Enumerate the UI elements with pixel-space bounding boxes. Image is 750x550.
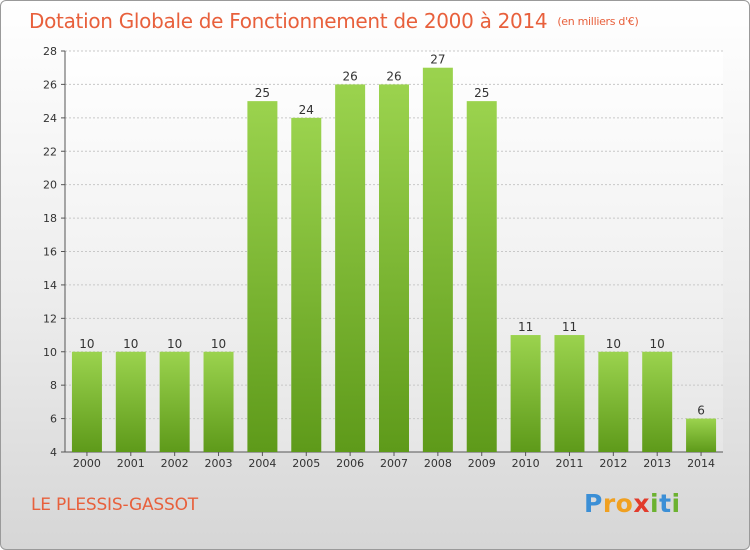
x-tick-label: 2008 xyxy=(424,457,452,470)
bar xyxy=(686,418,717,452)
chart-title-text: Dotation Globale de Fonctionnement de 20… xyxy=(29,9,548,33)
bar-value-label: 26 xyxy=(386,69,401,83)
bar-value-label: 25 xyxy=(255,86,270,100)
bar-value-label: 10 xyxy=(123,337,138,351)
x-tick-label: 2011 xyxy=(555,457,583,470)
bar xyxy=(466,101,497,452)
bar xyxy=(203,351,234,452)
y-tick-label: 28 xyxy=(43,45,57,58)
x-tick-label: 2010 xyxy=(512,457,540,470)
y-tick-label: 14 xyxy=(43,279,57,292)
bar-value-label: 10 xyxy=(167,337,182,351)
bar xyxy=(335,84,366,453)
x-tick-label: 2003 xyxy=(205,457,233,470)
x-tick-label: 2007 xyxy=(380,457,408,470)
y-tick-label: 6 xyxy=(50,413,57,426)
bar-value-label: 25 xyxy=(474,86,489,100)
bar xyxy=(159,351,190,452)
y-tick-label: 4 xyxy=(50,446,57,459)
commune-name: LE PLESSIS-GASSOT xyxy=(31,495,198,515)
x-tick-label: 2005 xyxy=(292,457,320,470)
proxiti-logo: Proxiti xyxy=(584,489,681,518)
x-tick-label: 2006 xyxy=(336,457,364,470)
x-tick-label: 2009 xyxy=(468,457,496,470)
y-tick-label: 8 xyxy=(50,379,57,392)
x-tick-label: 2002 xyxy=(161,457,189,470)
bar-value-label: 24 xyxy=(299,103,314,117)
x-tick-label: 2013 xyxy=(643,457,671,470)
bar xyxy=(379,84,409,453)
bar xyxy=(642,351,673,452)
bar xyxy=(422,67,453,452)
y-tick-label: 16 xyxy=(43,246,57,259)
y-tick-label: 26 xyxy=(43,78,57,91)
y-tick-label: 20 xyxy=(43,179,57,192)
y-tick-label: 12 xyxy=(43,312,57,325)
y-tick-label: 10 xyxy=(43,346,57,359)
bar-value-label: 10 xyxy=(606,337,621,351)
bar xyxy=(291,117,322,452)
bar-value-label: 10 xyxy=(79,337,94,351)
bar xyxy=(598,351,629,452)
bar xyxy=(554,335,585,452)
y-tick-label: 18 xyxy=(43,212,57,225)
bar xyxy=(71,351,102,452)
bar xyxy=(510,335,541,452)
x-tick-label: 2012 xyxy=(599,457,627,470)
bar-value-label: 27 xyxy=(430,53,445,67)
x-tick-label: 2001 xyxy=(117,457,145,470)
bar xyxy=(115,351,146,452)
bar-value-label: 26 xyxy=(342,69,357,83)
bar-value-label: 10 xyxy=(211,337,226,351)
x-tick-label: 2000 xyxy=(73,457,101,470)
bar-value-label: 11 xyxy=(518,320,533,334)
bar-value-label: 6 xyxy=(697,404,705,418)
y-tick-label: 22 xyxy=(43,145,57,158)
chart-title: Dotation Globale de Fonctionnement de 20… xyxy=(29,9,639,33)
bar xyxy=(247,101,278,452)
x-tick-label: 2004 xyxy=(248,457,276,470)
bar-value-label: 10 xyxy=(650,337,665,351)
bar-value-label: 11 xyxy=(562,320,577,334)
chart-unit: (en milliers d'€) xyxy=(557,15,639,28)
y-tick-label: 24 xyxy=(43,112,57,125)
x-tick-label: 2014 xyxy=(687,457,715,470)
